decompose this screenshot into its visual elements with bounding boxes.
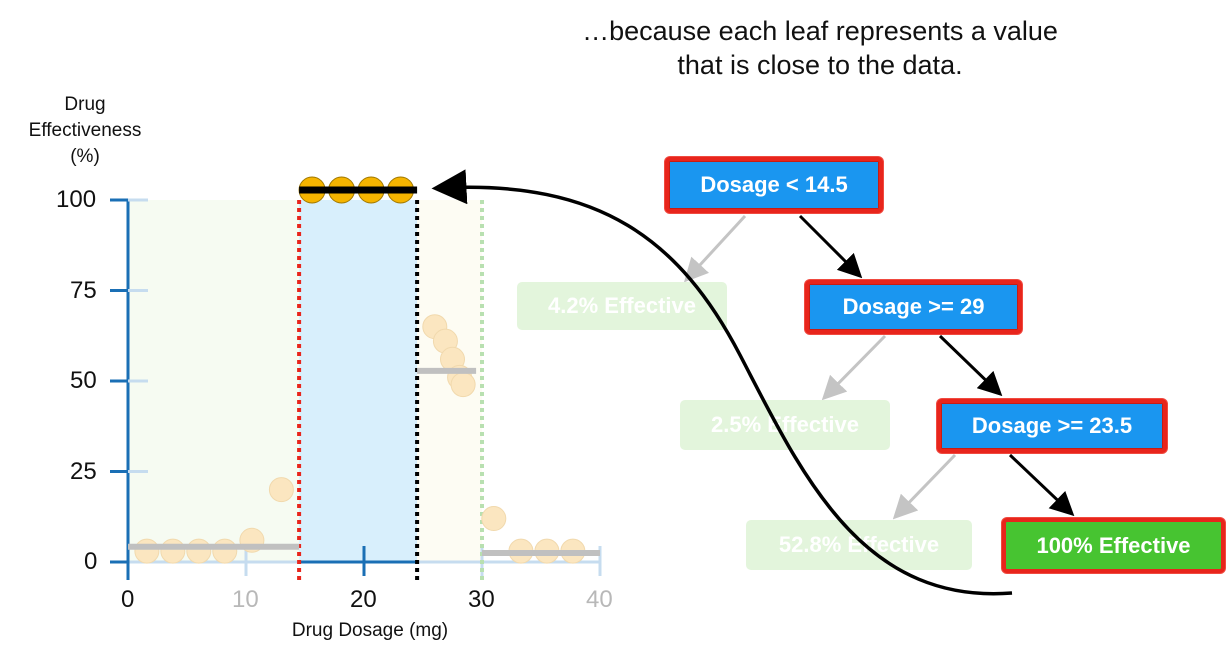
edge-node3-leaf3 xyxy=(892,453,957,520)
y-tick-label: 50 xyxy=(70,367,97,394)
region-highlighted xyxy=(299,200,418,562)
y-tick-label: 75 xyxy=(70,276,97,304)
data-point-faded xyxy=(481,506,507,532)
x-tick-label: 30 xyxy=(468,586,495,613)
node-dosage-ge-29: Dosage >= 29 xyxy=(805,280,1022,334)
data-point-faded xyxy=(212,538,238,564)
edge-node2-leaf2 xyxy=(821,334,887,401)
y-tick-label: 100 xyxy=(56,186,97,213)
region-left xyxy=(128,200,300,562)
data-point-faded xyxy=(134,538,160,564)
caption: …because each leaf represents a value th… xyxy=(500,14,1140,82)
y-label-line: Effectiveness xyxy=(28,120,142,141)
y-label-line: Drug xyxy=(64,94,106,115)
edge-root-node2 xyxy=(798,214,863,279)
data-point-faded xyxy=(268,477,294,503)
caption-line-1: …because each leaf represents a value xyxy=(582,16,1058,46)
caption-line-2: that is close to the data. xyxy=(677,50,963,80)
x-axis-label: Drug Dosage (mg) xyxy=(291,620,449,641)
leaf-100-effective: 100% Effective xyxy=(1002,518,1225,573)
y-tick-label: 25 xyxy=(70,457,97,485)
data-point-faded xyxy=(450,372,476,398)
node-dosage-ge-23-5: Dosage >= 23.5 xyxy=(937,399,1167,453)
y-label-line: (%) xyxy=(70,146,100,167)
y-axis-label: Drug Effectiveness (%) xyxy=(10,92,160,170)
leaf-2-5-effective: 2.5% Effective xyxy=(680,400,890,450)
x-tick-label: 0 xyxy=(121,586,135,613)
y-tick-label: 0 xyxy=(84,548,98,575)
x-tick-label: 20 xyxy=(350,586,377,613)
leaf-4-2-effective: 4.2% Effective xyxy=(517,282,727,330)
leaf-52-8-effective: 52.8% Effective xyxy=(746,520,972,570)
edge-node3-leaf4 xyxy=(1008,453,1075,517)
node-dosage-lt-14-5: Dosage < 14.5 xyxy=(665,157,883,213)
edge-node2-node3 xyxy=(938,334,1003,397)
x-tick-label: 10 xyxy=(232,586,259,613)
edge-root-leaf1 xyxy=(683,214,747,283)
data-point-faded xyxy=(160,538,186,564)
x-tick-label: 40 xyxy=(586,586,613,613)
data-point-faded xyxy=(186,538,212,564)
